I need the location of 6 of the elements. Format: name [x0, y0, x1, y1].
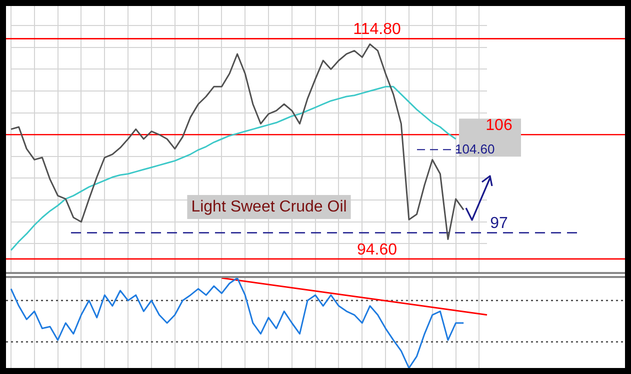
annotation: 104.60: [455, 142, 495, 157]
annotation: Light Sweet Crude Oil: [191, 198, 347, 216]
ref-line-label: 97: [490, 215, 508, 232]
ref-line-label: 106: [486, 117, 512, 134]
ref-line-label: 94.60: [356, 241, 398, 258]
ref-line-label: 114.80: [353, 21, 401, 38]
